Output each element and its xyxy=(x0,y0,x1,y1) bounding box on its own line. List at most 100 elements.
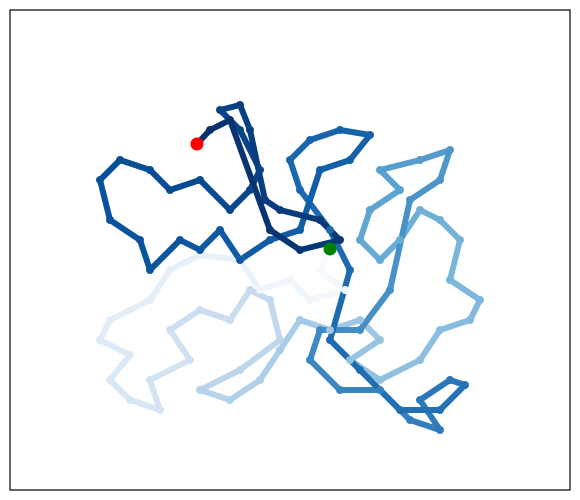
walk-segment xyxy=(167,307,203,333)
walk-point xyxy=(186,356,194,364)
walk-segment xyxy=(287,277,313,303)
walk-point xyxy=(196,176,204,184)
walk-segment xyxy=(307,287,348,303)
walk-point xyxy=(436,216,444,224)
walk-segment xyxy=(107,377,133,403)
walk-segment xyxy=(277,317,303,353)
walk-point xyxy=(276,336,284,344)
walk-point xyxy=(246,126,254,134)
walk-segment xyxy=(437,317,473,333)
walk-segment xyxy=(287,137,313,163)
walk-point xyxy=(446,146,454,154)
walk-segment xyxy=(407,177,443,203)
walk-segment xyxy=(437,147,453,183)
walk-point xyxy=(436,176,444,184)
walk-point xyxy=(226,206,234,214)
walk-point xyxy=(166,266,174,274)
walk-point xyxy=(196,246,204,254)
walk-point xyxy=(406,196,414,204)
walk-segment xyxy=(267,227,303,243)
walk-segment xyxy=(377,157,423,173)
walk-point xyxy=(261,196,269,204)
walk-segment xyxy=(267,227,303,253)
walk-segment xyxy=(307,127,343,143)
walk-segment xyxy=(217,227,243,263)
walk-segment xyxy=(257,277,293,293)
walk-point xyxy=(136,236,144,244)
walk-segment xyxy=(347,337,383,363)
walk-segment xyxy=(197,307,233,323)
walk-point xyxy=(96,336,104,344)
walk-point xyxy=(256,166,264,174)
walk-point xyxy=(236,256,244,264)
walk-segment xyxy=(197,177,233,213)
walk-point xyxy=(316,166,324,174)
walk-point xyxy=(226,116,234,124)
walk-point xyxy=(196,386,204,394)
walk-point xyxy=(106,376,114,384)
walk-point xyxy=(461,381,469,389)
walk-segment xyxy=(237,257,263,293)
walk-segment xyxy=(197,387,233,403)
walk-segment xyxy=(237,337,283,373)
walk-point xyxy=(176,236,184,244)
walk-point xyxy=(276,346,284,354)
walk-point xyxy=(386,286,394,294)
walk-segment xyxy=(107,352,133,383)
walk-segment xyxy=(357,207,373,243)
walk-segment xyxy=(227,117,273,233)
walk-point xyxy=(246,186,254,194)
walk-segment xyxy=(237,102,253,133)
walk-segment xyxy=(337,127,373,138)
walk-segment xyxy=(447,237,463,283)
walk-segment xyxy=(447,277,483,303)
walk-point xyxy=(116,156,124,164)
walk-segment xyxy=(197,252,243,263)
walk-segment xyxy=(297,167,323,233)
walk-segment xyxy=(227,377,263,403)
walk-point xyxy=(346,356,354,364)
walk-point xyxy=(376,386,384,394)
walk-segment xyxy=(137,237,153,273)
walk-segment xyxy=(97,177,113,223)
walk-point xyxy=(466,316,474,324)
walk-point xyxy=(146,296,154,304)
walk-point xyxy=(316,266,324,274)
walk-segment xyxy=(257,347,283,383)
walk-segment xyxy=(167,327,193,363)
walk-point xyxy=(416,156,424,164)
walk-point xyxy=(296,226,304,234)
walk-point xyxy=(126,396,134,404)
walk-point xyxy=(446,276,454,284)
walk-point xyxy=(166,186,174,194)
walk-point xyxy=(416,356,424,364)
walk-point xyxy=(146,266,154,274)
walk-point xyxy=(356,326,364,334)
walk-point xyxy=(106,316,114,324)
walk-point xyxy=(456,236,464,244)
walk-point xyxy=(376,166,384,174)
end-marker xyxy=(190,137,204,151)
walk-point xyxy=(356,366,364,374)
walk-segment xyxy=(97,157,123,183)
walk-segment xyxy=(277,207,323,223)
walk-segment xyxy=(417,397,443,433)
walk-segment xyxy=(437,382,468,413)
walk-point xyxy=(416,206,424,214)
walk-segment xyxy=(417,327,443,363)
walk-point xyxy=(236,366,244,374)
walk-segment xyxy=(357,287,393,333)
start-marker xyxy=(323,242,337,256)
walk-point xyxy=(416,396,424,404)
walk-segment xyxy=(407,417,443,433)
walk-point xyxy=(296,316,304,324)
walk-point xyxy=(436,426,444,434)
walk-segment xyxy=(307,327,323,363)
walk-point xyxy=(106,216,114,224)
walk-point xyxy=(436,326,444,334)
walk-point xyxy=(286,276,294,284)
walk-point xyxy=(446,376,454,384)
walk-segment xyxy=(357,237,383,263)
